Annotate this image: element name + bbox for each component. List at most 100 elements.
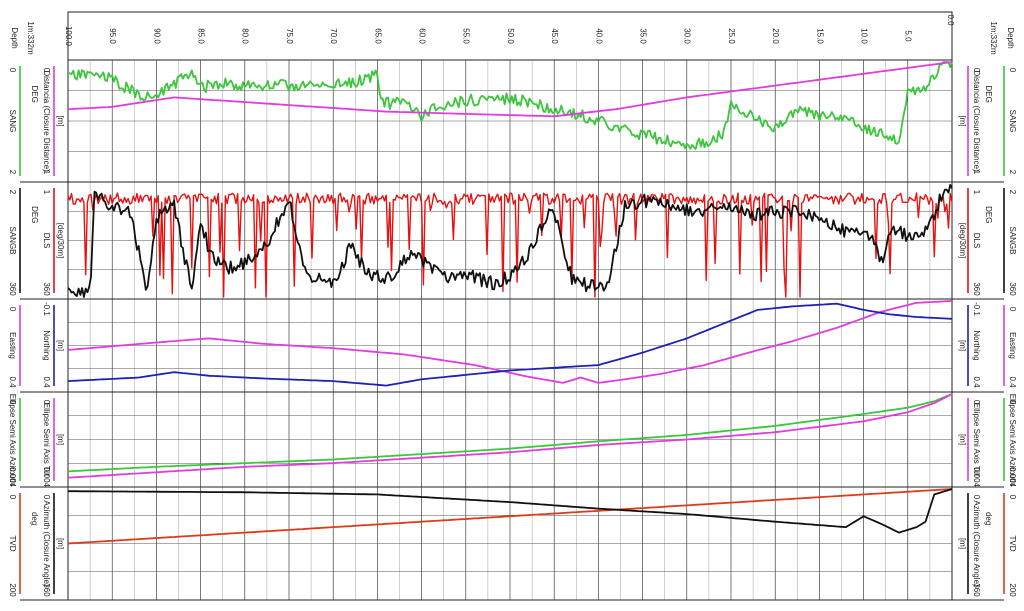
scale-unit-label: [m] [56, 115, 65, 126]
scale-name-label: DLS [972, 233, 981, 249]
series-black-curve [67, 183, 953, 298]
scale-max-label: 360 [42, 282, 51, 296]
scale-min-label: 0 [42, 495, 51, 500]
scale-min-label: 0 [8, 307, 17, 312]
scale-min-label: 0 [42, 68, 51, 73]
scale-max-label: 0.4 [42, 376, 51, 388]
series-green-curve [67, 61, 953, 151]
scale-max-label: 1 [972, 170, 981, 175]
left-depth-label: Depth [10, 27, 19, 48]
depth-tick-label: 15.0 [815, 28, 824, 44]
track-4 [19, 393, 1005, 488]
depth-tick-label: 90.0 [152, 28, 161, 44]
right-depth-label: Depth [1006, 27, 1015, 48]
scale-min-label: 0 [8, 400, 17, 405]
scale-name-label: Distancia (Closure Distance) [972, 70, 981, 172]
scale-unit-label: [m] [958, 115, 967, 126]
scale-min-label: 1 [972, 190, 981, 195]
scale-min-label: 0 [1008, 307, 1017, 312]
series-red-curve [67, 192, 953, 298]
scale-max-label: 200 [1008, 583, 1017, 597]
depth-tick-label: 40.0 [594, 28, 603, 44]
scale-name-label: Easting [8, 332, 17, 359]
scale-max-label: 0.004 [42, 467, 51, 488]
depth-tick-label: 45.0 [550, 28, 559, 44]
scale-name-label: SANGB [1008, 226, 1017, 254]
scale-min-label: 0 [8, 495, 17, 500]
series-magenta-curve [67, 61, 953, 118]
scale-name-label: Ellipse Semi Axis Azimuth [8, 394, 17, 486]
scale-min-label: -0.1 [42, 302, 51, 316]
depth-tick-label: 20.0 [771, 28, 780, 44]
scale-min-label: 0 [42, 400, 51, 405]
scale-extra-label: deg [984, 512, 993, 525]
depth-tick-label: 100.0 [64, 26, 73, 47]
scale-name-label: TVD [1008, 536, 1017, 552]
depth-tick-label: 50.0 [506, 28, 515, 44]
scale-min-label: 2 [1008, 190, 1017, 195]
scale-extra-label: DEG [984, 206, 993, 223]
depth-tick-label: 10.0 [859, 28, 868, 44]
left-scale-label: 1m:332m [26, 21, 35, 55]
depth-tick-label: 85.0 [196, 28, 205, 44]
depth-tick-label: 60.0 [417, 28, 426, 44]
scale-name-label: Ellipse Semi Axis Tilt [42, 403, 51, 477]
depth-tick-label: 95.0 [108, 28, 117, 44]
track-1 [19, 61, 1005, 183]
scale-name-label: Easting [1008, 332, 1017, 359]
scale-unit-label: [m] [56, 434, 65, 445]
scale-name-label: SANGB [8, 226, 17, 254]
track-5 [19, 488, 1005, 601]
depth-tick-label: 25.0 [727, 28, 736, 44]
scale-unit-label: [m] [56, 538, 65, 549]
scale-name-label: DLS [42, 233, 51, 249]
scale-max-label: 2 [8, 170, 17, 175]
depth-tick-label: 80.0 [241, 28, 250, 44]
scale-unit-label: [deg/30m] [56, 223, 65, 259]
right-scale-label: 1m:332m [989, 21, 998, 55]
depth-tick-label: 0.0 [946, 14, 955, 26]
series-magenta-curve [67, 393, 953, 479]
scale-unit-label: [m] [958, 340, 967, 351]
scale-extra-label: deg [30, 512, 39, 525]
scale-max-label: 0.004 [972, 467, 981, 488]
scale-max-label: 360 [42, 583, 51, 597]
depth-tick-label: 55.0 [462, 28, 471, 44]
scale-min-label: -0.1 [972, 302, 981, 316]
scale-max-label: 0.004 [8, 467, 17, 488]
scale-extra-label: DEG [984, 85, 993, 102]
depth-tick-label: 30.0 [683, 28, 692, 44]
depth-tick-label: 75.0 [285, 28, 294, 44]
scale-min-label: 0 [1008, 400, 1017, 405]
scale-min-label: 1 [42, 190, 51, 195]
depth-tick-label: 65.0 [373, 28, 382, 44]
series-green-curve [67, 393, 953, 473]
depth-tick-label: 70.0 [329, 28, 338, 44]
scale-unit-label: [deg/30m] [958, 223, 967, 259]
scale-unit-label: [m] [56, 340, 65, 351]
scale-name-label: SANG [8, 110, 17, 133]
scale-max-label: 0.4 [8, 376, 17, 388]
scale-extra-label: DEG [30, 85, 39, 102]
scale-max-label: 2 [1008, 170, 1017, 175]
scale-max-label: 360 [972, 282, 981, 296]
scale-name-label: Ellipse Semi Axis Azimuth [1008, 394, 1017, 486]
scale-min-label: 0 [972, 68, 981, 73]
scale-max-label: 1 [42, 170, 51, 175]
scale-min-label: 2 [8, 190, 17, 195]
scale-unit-label: [m] [958, 434, 967, 445]
scale-max-label: 200 [8, 583, 17, 597]
scale-name-label: Northing [42, 330, 51, 360]
scale-max-label: 0.4 [972, 376, 981, 388]
scale-max-label: 360 [972, 583, 981, 597]
scale-min-label: 0 [972, 495, 981, 500]
scale-min-label: 0 [1008, 495, 1017, 500]
series-orange_red-curve [67, 488, 953, 545]
scale-min-label: 0 [8, 68, 17, 73]
scale-name-label: SANG [1008, 110, 1017, 133]
track-3 [19, 300, 1005, 393]
scale-name-label: Ellipse Semi Axis Tilt [972, 403, 981, 477]
scale-name-label: Azimuth (Closure Angle) [42, 500, 51, 587]
scale-name-label: Azimuth (Closure Angle) [972, 500, 981, 587]
